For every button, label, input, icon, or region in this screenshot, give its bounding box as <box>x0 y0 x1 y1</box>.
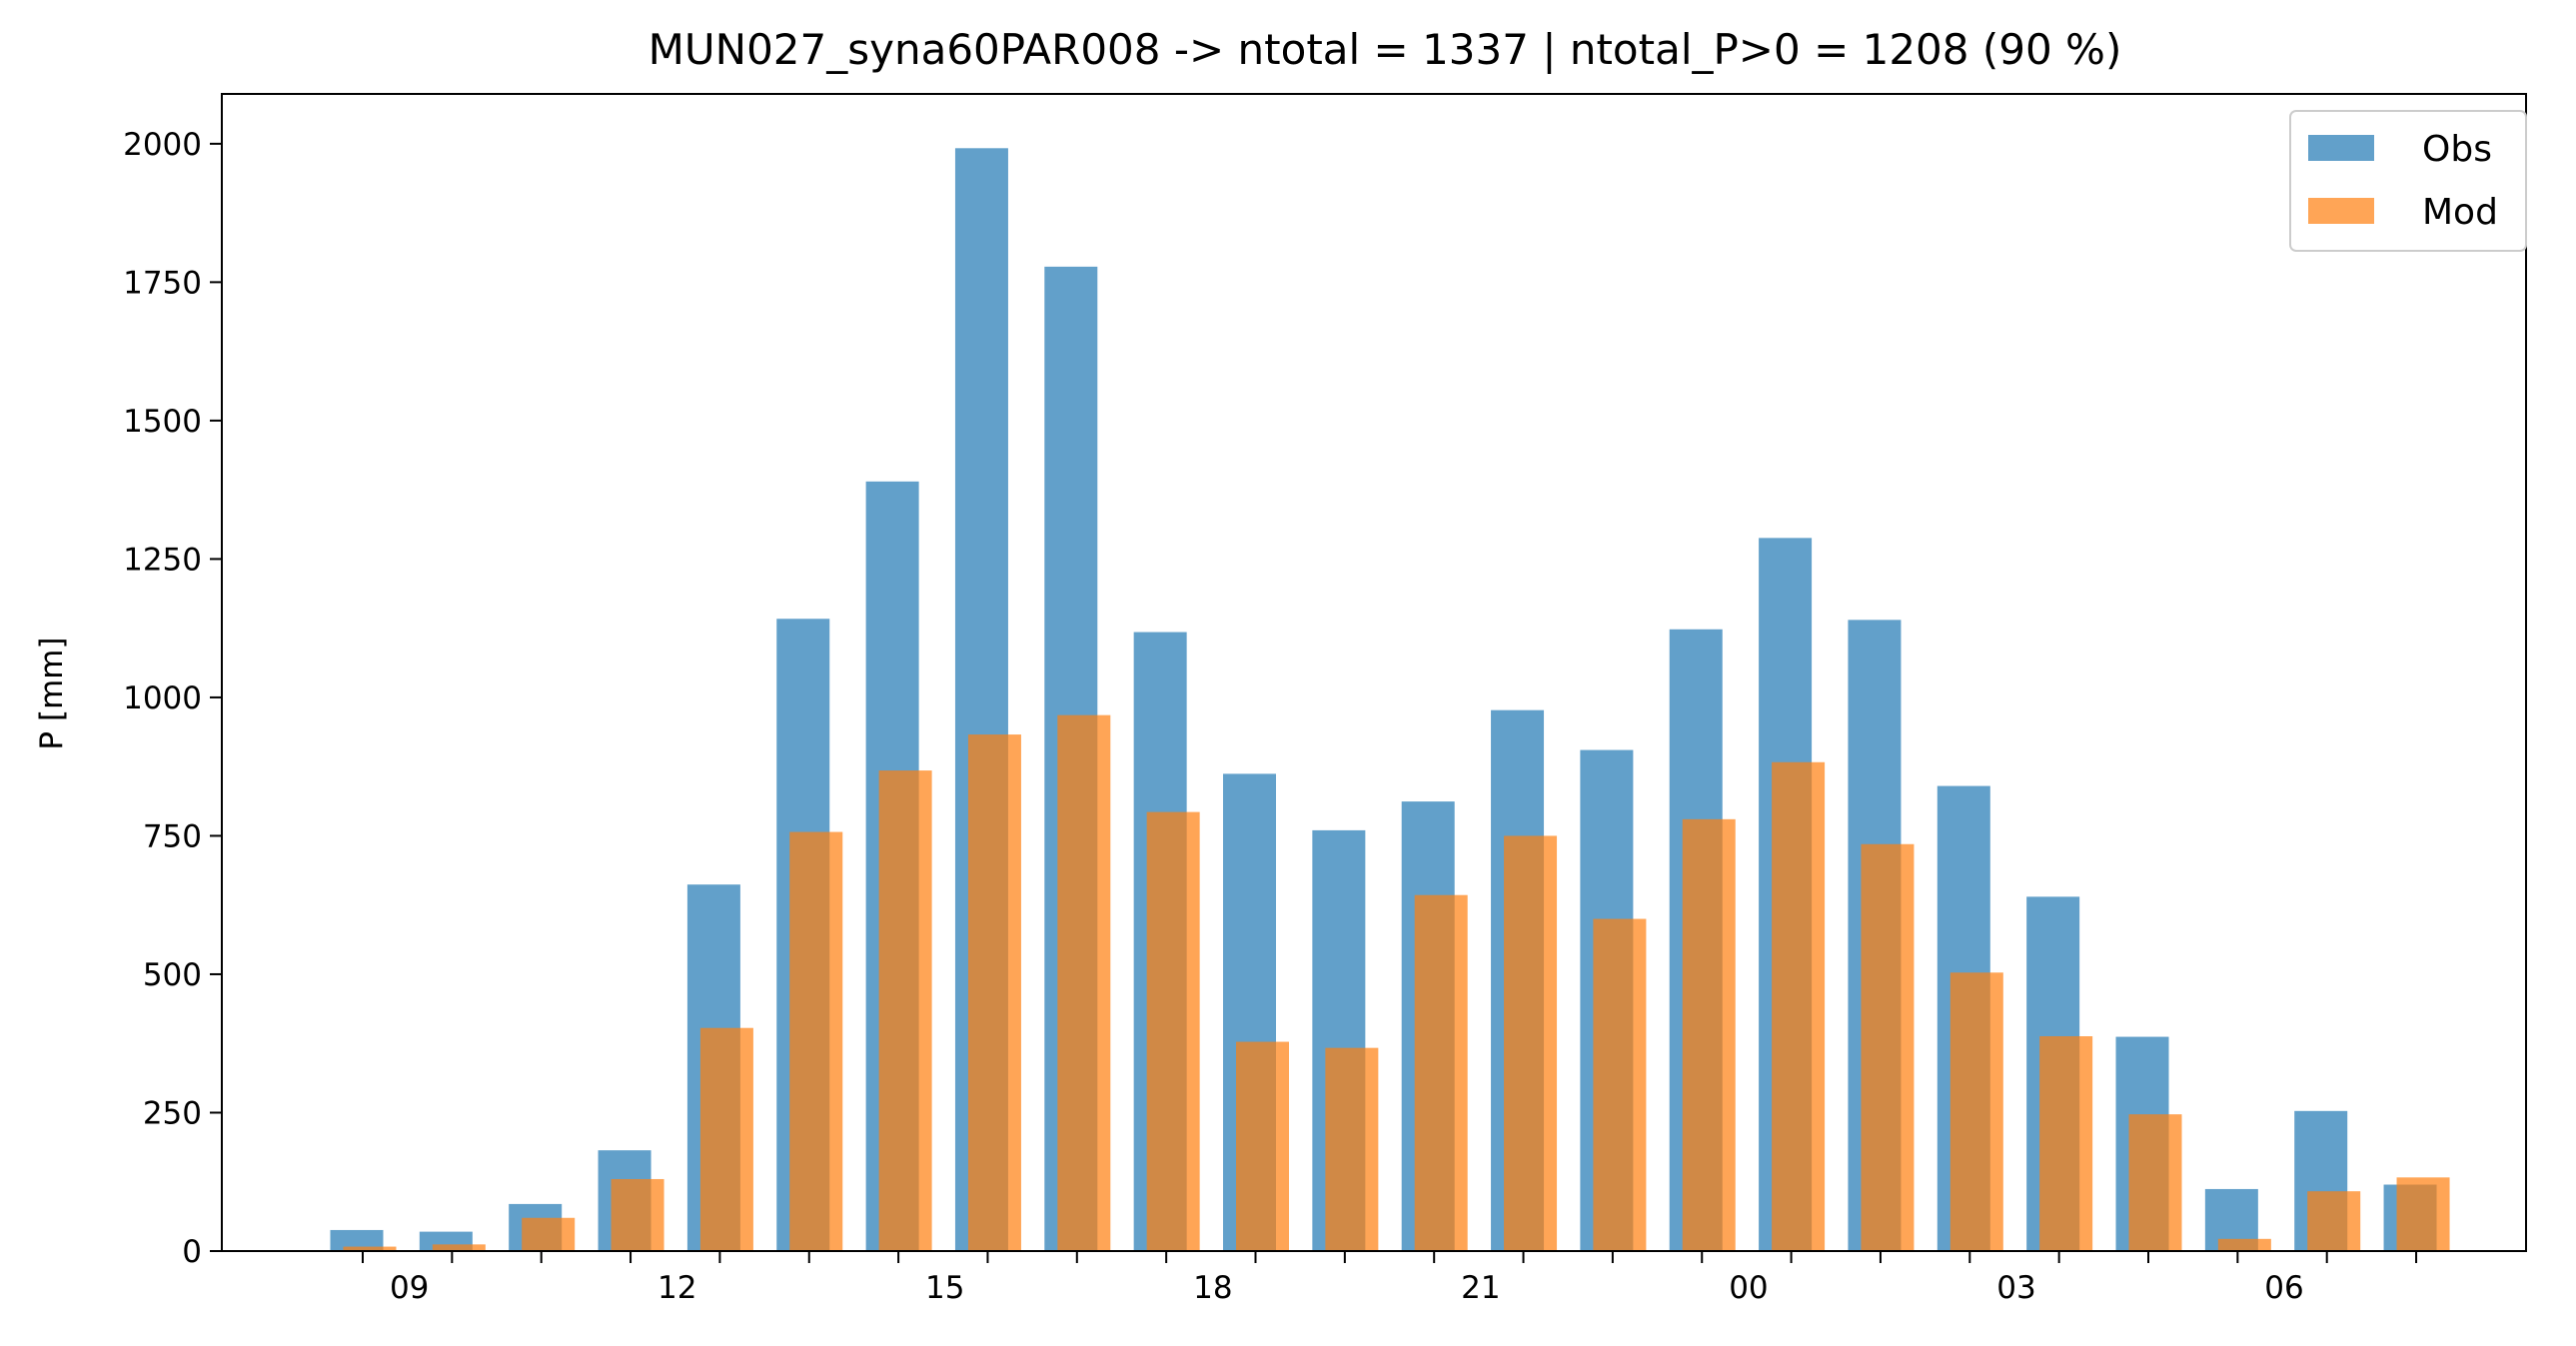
bar-mod-1 <box>432 1244 486 1251</box>
bar-mod-6 <box>878 770 932 1251</box>
bar-mod-5 <box>789 831 843 1251</box>
bar-mod-7 <box>967 734 1021 1251</box>
bar-mod-22 <box>2307 1191 2361 1251</box>
x-tick-label-12: 12 <box>657 1270 696 1306</box>
bar-mod-10 <box>1236 1041 1289 1251</box>
bars-layer <box>330 148 2450 1252</box>
y-tick-label-1250: 1250 <box>123 542 202 578</box>
axes-layer: 0 250 500 750 1000 1250 1500 1750 2000 09 12 15 18 21… <box>123 93 2527 1306</box>
bar-mod-0 <box>343 1246 397 1251</box>
y-tick-label-0: 0 <box>182 1234 202 1270</box>
x-tick-label-06: 06 <box>2264 1270 2303 1306</box>
bar-mod-15 <box>1682 818 1736 1251</box>
bar-mod-21 <box>2217 1238 2271 1251</box>
legend: Obs Mod <box>2289 110 2527 252</box>
y-tick-label-750: 750 <box>143 818 202 854</box>
y-tick-label-1500: 1500 <box>123 404 202 440</box>
bar-mod-12 <box>1414 894 1468 1251</box>
x-tick-label-15: 15 <box>925 1270 964 1306</box>
y-tick-label-2000: 2000 <box>123 127 202 163</box>
y-tick-label-1750: 1750 <box>123 265 202 301</box>
y-axis-label: P [mm] <box>34 637 70 749</box>
x-tick-label-00: 00 <box>1729 1270 1768 1306</box>
x-tick-label-21: 21 <box>1461 1270 1500 1306</box>
bar-mod-17 <box>1861 843 1915 1251</box>
plot-frame <box>221 93 2527 1252</box>
bar-mod-14 <box>1593 918 1647 1251</box>
bar-mod-8 <box>1057 714 1111 1251</box>
x-tick-label-09: 09 <box>390 1270 429 1306</box>
x-tick-label-18: 18 <box>1193 1270 1232 1306</box>
legend-swatch-mod <box>2308 198 2374 224</box>
legend-label-mod: Mod <box>2422 192 2498 233</box>
bar-mod-11 <box>1325 1047 1379 1251</box>
y-tick-label-250: 250 <box>143 1095 202 1131</box>
legend-swatch-obs <box>2308 135 2374 161</box>
bar-mod-2 <box>522 1217 576 1251</box>
bar-mod-4 <box>699 1027 753 1251</box>
legend-label-obs: Obs <box>2422 129 2492 170</box>
bar-obs-0 <box>330 1229 384 1251</box>
x-tick-label-03: 03 <box>1996 1270 2035 1306</box>
chart-title: MUN027_syna60PAR008 -> ntotal = 1337 | n… <box>648 25 2122 74</box>
bar-mod-23 <box>2396 1177 2450 1251</box>
y-tick-label-500: 500 <box>143 957 202 993</box>
bar-mod-9 <box>1146 811 1200 1251</box>
bar-mod-18 <box>1949 972 2003 1251</box>
bar-mod-19 <box>2039 1036 2093 1251</box>
bar-mod-16 <box>1772 761 1826 1251</box>
bar-mod-20 <box>2128 1114 2182 1251</box>
bar-mod-13 <box>1504 835 1558 1251</box>
y-tick-label-1000: 1000 <box>123 680 202 716</box>
bar-mod-3 <box>611 1178 664 1251</box>
